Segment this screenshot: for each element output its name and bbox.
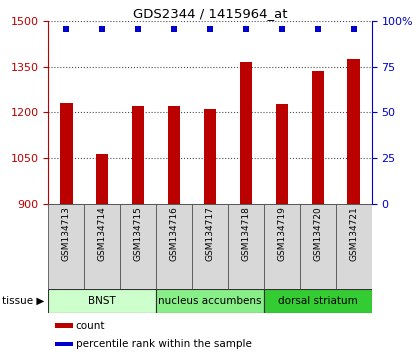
Bar (264, 289, 372, 313)
Point (63, 26, 70, 32)
Text: GSM134713: GSM134713 (62, 206, 71, 261)
Text: dorsal striatum: dorsal striatum (278, 296, 358, 306)
Bar (300, 204, 336, 289)
Bar (60, 103, 73, 204)
Bar (132, 106, 144, 204)
Bar (276, 104, 288, 204)
Text: GSM134720: GSM134720 (313, 206, 322, 261)
Text: GSM134715: GSM134715 (134, 206, 143, 261)
Bar (156, 204, 192, 289)
Point (207, 26, 213, 32)
Bar (120, 204, 156, 289)
Bar (48, 204, 84, 289)
Bar (240, 62, 252, 204)
Bar (336, 204, 372, 289)
Text: GSM134716: GSM134716 (170, 206, 178, 261)
Text: percentile rank within the sample: percentile rank within the sample (76, 339, 252, 349)
Point (315, 26, 321, 32)
Bar (228, 204, 264, 289)
Bar (55, 324, 73, 327)
Point (243, 26, 249, 32)
Bar (347, 59, 360, 204)
Bar (204, 109, 216, 204)
Text: tissue ▶: tissue ▶ (2, 296, 45, 306)
Text: GSM134719: GSM134719 (277, 206, 286, 261)
Text: GSM134717: GSM134717 (205, 206, 215, 261)
Bar (48, 289, 156, 313)
Text: BNST: BNST (88, 296, 116, 306)
Bar (264, 204, 300, 289)
Point (171, 26, 177, 32)
Point (135, 26, 142, 32)
Point (278, 26, 285, 32)
Bar (84, 204, 120, 289)
Text: GSM134721: GSM134721 (349, 206, 358, 261)
Bar (312, 72, 324, 204)
Title: GDS2344 / 1415964_at: GDS2344 / 1415964_at (133, 7, 287, 20)
Text: GSM134714: GSM134714 (98, 206, 107, 261)
Text: count: count (76, 320, 105, 331)
Point (350, 26, 357, 32)
Text: GSM134718: GSM134718 (241, 206, 250, 261)
Bar (55, 342, 73, 346)
Bar (96, 154, 108, 204)
Bar (168, 106, 180, 204)
Bar (156, 289, 264, 313)
Text: nucleus accumbens: nucleus accumbens (158, 296, 262, 306)
Bar (192, 204, 228, 289)
Point (99, 26, 105, 32)
